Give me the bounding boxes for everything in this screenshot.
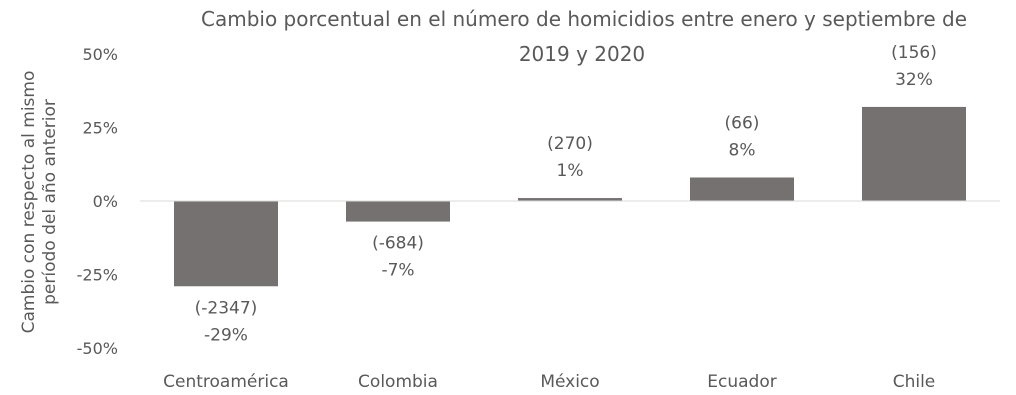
bar bbox=[346, 201, 450, 222]
y-axis-ticks: 50% 25% 0% -25% -50% bbox=[77, 45, 118, 358]
y-tick-label: 0% bbox=[93, 192, 118, 211]
category-label: Colombia bbox=[358, 372, 438, 392]
bars bbox=[174, 106, 966, 287]
category-label: Ecuador bbox=[707, 372, 776, 392]
data-labels: (-2347) -29% (-684) -7% (270) 1% (66) 8% (156) 32… bbox=[195, 43, 937, 345]
count-label: (-2347) bbox=[195, 298, 258, 318]
category-label: Chile bbox=[893, 372, 936, 392]
bar bbox=[174, 201, 278, 287]
category-labels: Centroamérica Colombia México Ecuador Chile bbox=[163, 372, 935, 392]
category-label: Centroamérica bbox=[163, 372, 289, 392]
value-label: 8% bbox=[729, 140, 756, 160]
value-label: -29% bbox=[204, 325, 248, 345]
chart-title-line-2: 2019 y 2020 bbox=[519, 42, 645, 66]
value-label: 32% bbox=[895, 70, 933, 90]
category-label: México bbox=[540, 372, 599, 392]
bar bbox=[518, 198, 622, 201]
y-tick-label: 25% bbox=[82, 119, 118, 138]
y-tick-label: 50% bbox=[82, 45, 118, 64]
count-label: (270) bbox=[547, 134, 593, 154]
count-label: (-684) bbox=[372, 234, 424, 254]
value-label: 1% bbox=[557, 161, 584, 181]
count-label: (66) bbox=[725, 113, 760, 133]
count-label: (156) bbox=[891, 43, 937, 63]
y-axis-label: Cambio con respecto al mismo período del… bbox=[19, 71, 60, 334]
y-axis-label-line-2: período del año anterior bbox=[40, 99, 60, 305]
y-tick-label: -50% bbox=[77, 339, 118, 358]
bar bbox=[862, 106, 966, 201]
bar bbox=[690, 177, 794, 201]
y-axis-label-line-1: Cambio con respecto al mismo bbox=[19, 71, 39, 334]
y-tick-label: -25% bbox=[77, 266, 118, 285]
value-label: -7% bbox=[381, 261, 414, 281]
chart-title-line-1: Cambio porcentual en el número de homici… bbox=[201, 7, 967, 31]
